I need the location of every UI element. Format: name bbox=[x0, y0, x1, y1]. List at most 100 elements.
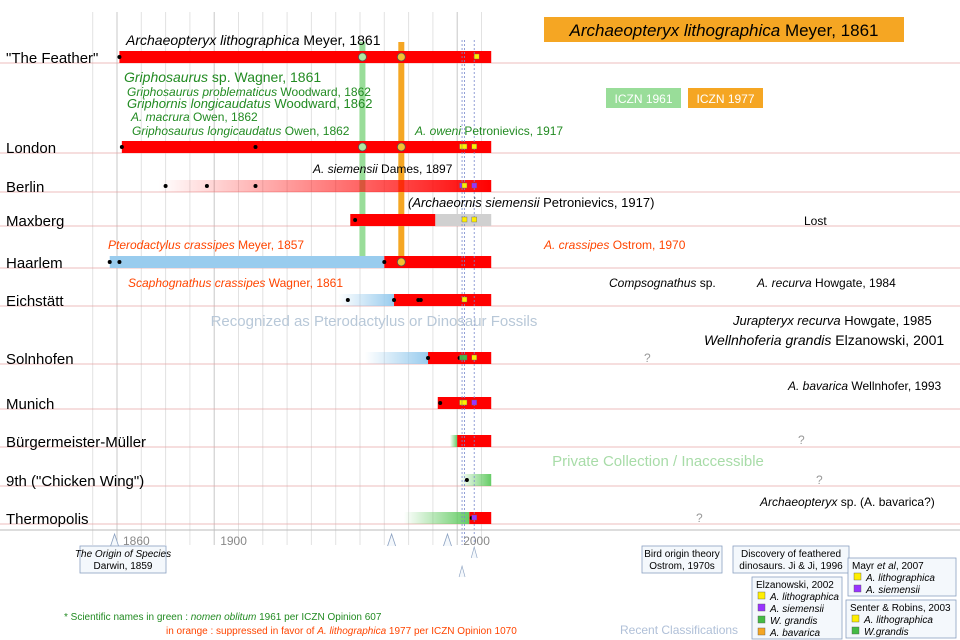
bar-segment bbox=[364, 352, 429, 364]
event-dot bbox=[418, 298, 423, 302]
classification-mark bbox=[471, 399, 477, 406]
event-dot bbox=[382, 260, 387, 264]
species-annotation: Jurapteryx recurva Howgate, 1985 bbox=[732, 313, 932, 328]
title-box-text: Archaeopteryx lithographica Meyer, 1861 bbox=[568, 21, 878, 40]
classification-swatch bbox=[757, 603, 766, 612]
classification-mark bbox=[461, 182, 468, 189]
classification-item: A. lithographica bbox=[865, 573, 935, 584]
species-annotation: Griphosaurus sp. Wagner, 1861 bbox=[124, 69, 321, 85]
classification-mark bbox=[461, 216, 468, 223]
iczn-marker-box bbox=[688, 88, 763, 108]
event-dot bbox=[204, 184, 209, 188]
classification-item: A. siemensii bbox=[769, 604, 825, 615]
callout-box bbox=[641, 545, 723, 574]
classification-box bbox=[847, 557, 957, 597]
event-dot bbox=[117, 260, 122, 264]
species-annotation: Griphosaurus longicaudatus Owen, 1862 bbox=[132, 124, 350, 138]
event-dot bbox=[117, 55, 122, 59]
callout-text: Darwin, 1859 bbox=[94, 561, 153, 572]
classification-mark bbox=[471, 216, 477, 223]
event-dot bbox=[345, 298, 350, 302]
callout-text: The Origin of Species bbox=[75, 549, 171, 560]
bar-segment bbox=[158, 180, 492, 192]
classification-swatch bbox=[853, 584, 862, 593]
classification-mark bbox=[471, 514, 477, 521]
species-annotation: A. crassipes Ostrom, 1970 bbox=[543, 238, 686, 252]
classification-pointer bbox=[470, 545, 478, 559]
classification-swatch bbox=[757, 615, 766, 624]
event-dot bbox=[107, 260, 112, 264]
classification-pointer bbox=[458, 564, 466, 578]
uncertain-marker: ? bbox=[644, 351, 651, 365]
callout-text: Bird origin theory bbox=[644, 549, 720, 560]
classification-swatch bbox=[757, 591, 766, 600]
callout-text: dinosaurs. Ji & Ji, 1996 bbox=[739, 561, 843, 572]
event-dot bbox=[438, 401, 443, 405]
classification-box bbox=[751, 576, 843, 640]
bar-segment bbox=[449, 435, 458, 447]
iczn-dot bbox=[358, 142, 367, 152]
iczn-dot bbox=[358, 52, 367, 62]
bar-segment bbox=[403, 512, 470, 524]
classification-mark bbox=[473, 53, 480, 60]
event-dot bbox=[253, 145, 258, 149]
event-dot bbox=[253, 184, 258, 188]
event-dot bbox=[163, 184, 168, 188]
iczn-marker-box bbox=[606, 88, 681, 108]
uncertain-marker: ? bbox=[696, 511, 703, 525]
classification-swatch bbox=[757, 627, 766, 636]
row-label-5: Eichstätt bbox=[6, 293, 64, 310]
event-dot bbox=[353, 218, 358, 222]
classification-mark bbox=[471, 182, 477, 189]
species-annotation: Griphosaurus problematicus Woodward, 186… bbox=[127, 85, 371, 99]
species-annotation: Pterodactylus crassipes Meyer, 1857 bbox=[108, 238, 304, 252]
classification-mark bbox=[461, 143, 468, 150]
classification-swatch bbox=[851, 614, 860, 623]
classification-item: W. grandis bbox=[770, 616, 817, 627]
region-label-pterodactylus: Recognized as Pterodactylus or Dinosaur … bbox=[211, 313, 538, 330]
callout-pointer bbox=[443, 532, 452, 547]
classification-swatch bbox=[851, 626, 860, 635]
row-label-0: "The Feather" bbox=[6, 50, 98, 67]
iczn-dot bbox=[396, 142, 406, 152]
bar-segment bbox=[394, 294, 492, 306]
species-annotation: Archaeopteryx sp. (A. bavarica?) bbox=[759, 495, 935, 509]
classification-mark bbox=[461, 354, 468, 361]
callout-pointer bbox=[110, 532, 119, 547]
uncertain-marker: ? bbox=[816, 473, 823, 487]
row-label-3: Maxberg bbox=[6, 213, 64, 230]
bar-segment bbox=[121, 141, 492, 153]
row-label-8: Bürgermeister-Müller bbox=[6, 434, 146, 451]
classification-mark bbox=[461, 399, 468, 406]
iczn-dot bbox=[396, 52, 406, 62]
row-label-10: Thermopolis bbox=[6, 511, 89, 528]
bar-segment bbox=[459, 474, 492, 486]
event-dot bbox=[464, 478, 469, 482]
event-dot bbox=[392, 298, 397, 302]
classification-item: A. bavarica bbox=[769, 628, 820, 639]
row-label-7: Munich bbox=[6, 396, 54, 413]
bar-segment bbox=[109, 256, 385, 268]
uncertain-marker: ? bbox=[798, 433, 805, 447]
species-annotation: Wellnhoferia grandis Elzanowski, 2001 bbox=[704, 332, 944, 348]
axis-tick-label: 1900 bbox=[220, 534, 247, 548]
classification-box-title: Mayr et al, 2007 bbox=[852, 561, 924, 572]
species-annotation: A. oweni Petronievics, 1917 bbox=[414, 124, 563, 138]
event-dot bbox=[119, 145, 124, 149]
iczn-marker-line bbox=[398, 42, 405, 267]
bar-segment bbox=[350, 214, 436, 226]
callout-text: Ostrom, 1970s bbox=[649, 561, 715, 572]
species-annotation: Archaeopteryx lithographica Meyer, 1861 bbox=[125, 32, 381, 48]
classification-box-title: Elzanowski, 2002 bbox=[756, 580, 834, 591]
bar-segment bbox=[338, 294, 395, 306]
region-label-private: Private Collection / Inaccessible bbox=[552, 453, 764, 470]
iczn-marker-label: ICZN 1961 bbox=[614, 92, 672, 106]
iczn-dot bbox=[396, 257, 406, 267]
species-annotation: Griphornis longicaudatus Woodward, 1862 bbox=[127, 96, 372, 111]
callout-pointer bbox=[387, 532, 396, 547]
classification-mark bbox=[471, 143, 477, 150]
species-annotation: A. macrura Owen, 1862 bbox=[130, 110, 258, 124]
species-annotation: A. bavarica Wellnhofer, 1993 bbox=[787, 379, 942, 393]
row-label-4: Haarlem bbox=[6, 255, 63, 272]
